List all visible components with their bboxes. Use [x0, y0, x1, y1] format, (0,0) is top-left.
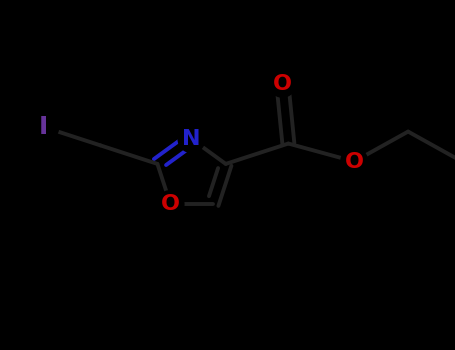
- Circle shape: [341, 148, 368, 175]
- Text: I: I: [39, 115, 48, 139]
- Circle shape: [157, 191, 184, 217]
- Text: N: N: [182, 129, 201, 149]
- Circle shape: [178, 126, 205, 153]
- Circle shape: [29, 112, 59, 142]
- Text: O: O: [161, 194, 180, 214]
- Text: O: O: [345, 152, 364, 172]
- Text: O: O: [273, 74, 292, 94]
- Circle shape: [269, 70, 296, 97]
